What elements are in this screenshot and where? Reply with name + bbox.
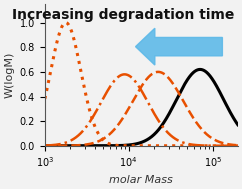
FancyArrow shape	[136, 28, 222, 65]
Y-axis label: W(logM): W(logM)	[4, 52, 14, 98]
Text: Increasing degradation time: Increasing degradation time	[12, 9, 234, 22]
X-axis label: molar Mass: molar Mass	[109, 175, 173, 185]
